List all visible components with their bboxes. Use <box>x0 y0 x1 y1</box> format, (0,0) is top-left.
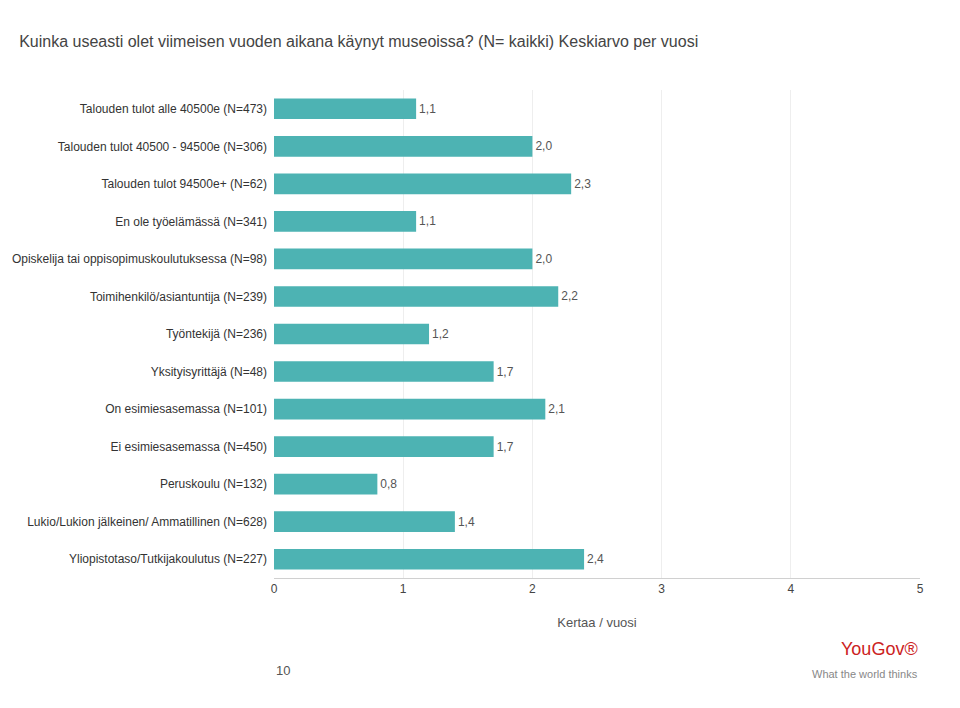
svg-text:3: 3 <box>658 582 665 596</box>
svg-text:Yksityisyrittäjä (N=48): Yksityisyrittäjä (N=48) <box>151 365 267 379</box>
svg-text:2,4: 2,4 <box>587 552 604 566</box>
svg-text:1,1: 1,1 <box>419 214 436 228</box>
svg-text:10: 10 <box>276 663 290 678</box>
svg-text:2,1: 2,1 <box>548 402 565 416</box>
svg-text:1,2: 1,2 <box>432 327 449 341</box>
svg-text:2,0: 2,0 <box>535 252 552 266</box>
svg-text:2: 2 <box>529 582 536 596</box>
svg-text:Opiskelija tai oppisopimuskoul: Opiskelija tai oppisopimuskoulutuksessa … <box>12 252 267 266</box>
svg-text:Talouden tulot 40500 - 94500e: Talouden tulot 40500 - 94500e (N=306) <box>58 140 267 154</box>
svg-text:2,2: 2,2 <box>561 289 578 303</box>
svg-text:5: 5 <box>917 582 924 596</box>
svg-text:Ei esimiesasemassa (N=450): Ei esimiesasemassa (N=450) <box>111 440 267 454</box>
svg-text:Peruskoulu (N=132): Peruskoulu (N=132) <box>160 477 267 491</box>
svg-text:Talouden tulot alle 40500e (N=: Talouden tulot alle 40500e (N=473) <box>80 102 267 116</box>
svg-text:1,4: 1,4 <box>458 515 475 529</box>
svg-text:1,7: 1,7 <box>497 365 514 379</box>
svg-text:4: 4 <box>787 582 794 596</box>
svg-text:1,1: 1,1 <box>419 102 436 116</box>
svg-text:YouGov®: YouGov® <box>841 639 918 659</box>
svg-text:1: 1 <box>400 582 407 596</box>
svg-text:Yliopistotaso/Tutkijakoulutus: Yliopistotaso/Tutkijakoulutus (N=227) <box>69 552 267 566</box>
svg-text:Kuinka useasti olet viimeisen: Kuinka useasti olet viimeisen vuoden aik… <box>19 33 698 50</box>
svg-text:0: 0 <box>271 582 278 596</box>
svg-text:What the world thinks: What the world thinks <box>812 668 918 680</box>
svg-text:Kertaa / vuosi: Kertaa / vuosi <box>557 615 637 630</box>
svg-text:Talouden tulot 94500e+ (N=62): Talouden tulot 94500e+ (N=62) <box>102 177 267 191</box>
svg-text:Lukio/Lukion jälkeinen/ Ammati: Lukio/Lukion jälkeinen/ Ammatillinen (N=… <box>27 515 267 529</box>
svg-text:En ole työelämässä (N=341): En ole työelämässä (N=341) <box>115 215 267 229</box>
svg-text:Toimihenkilö/asiantuntija (N=2: Toimihenkilö/asiantuntija (N=239) <box>90 290 267 304</box>
svg-text:On esimiesasemassa (N=101): On esimiesasemassa (N=101) <box>105 402 267 416</box>
svg-text:2,3: 2,3 <box>574 177 591 191</box>
svg-text:Työntekijä (N=236): Työntekijä (N=236) <box>166 327 267 341</box>
svg-text:1,7: 1,7 <box>497 440 514 454</box>
svg-text:0,8: 0,8 <box>380 477 397 491</box>
svg-text:2,0: 2,0 <box>535 139 552 153</box>
